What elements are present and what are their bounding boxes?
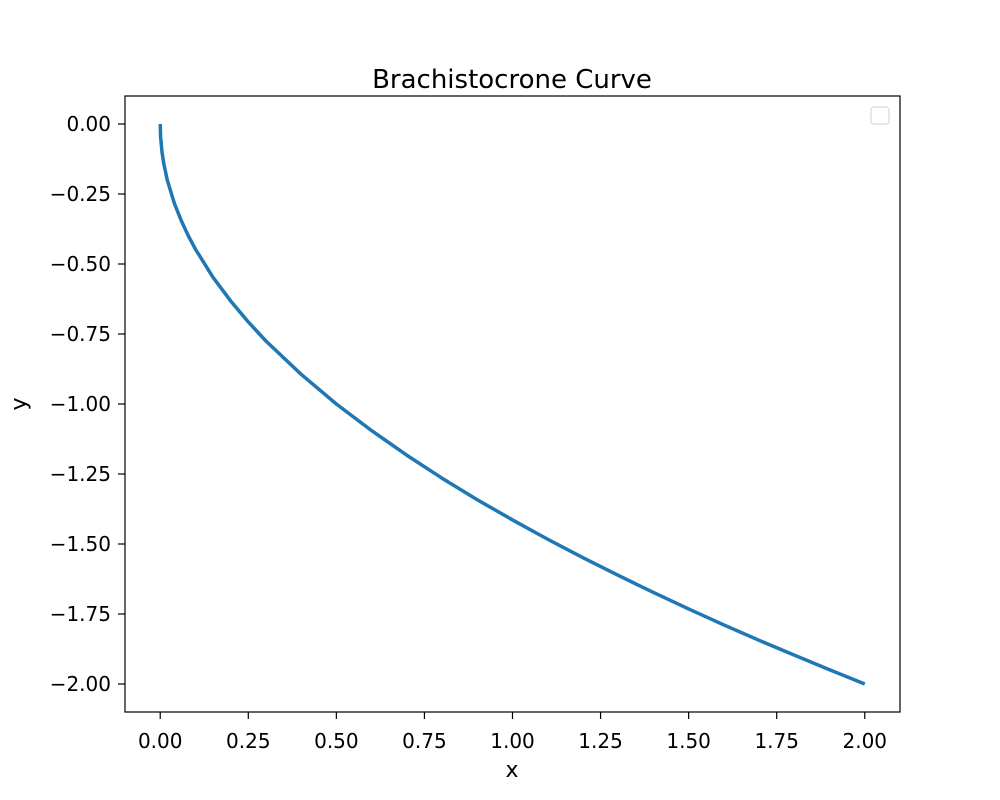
y-tick-label: −1.00 xyxy=(50,392,111,416)
x-tick-label: 0.75 xyxy=(402,729,447,753)
y-tick-label: 0.00 xyxy=(66,112,111,136)
x-tick-label: 0.50 xyxy=(314,729,359,753)
plot-area: 0.00 0.25 0.50 0.75 1.00 1.25 1.50 1.75 2.00 0.00… xyxy=(50,95,901,753)
y-tick-label: −1.75 xyxy=(50,602,111,626)
x-axis-label: x xyxy=(505,758,518,783)
y-tick-label: −0.50 xyxy=(50,252,111,276)
x-tick-label: 0.00 xyxy=(138,729,183,753)
series-line-0 xyxy=(158,123,866,686)
y-axis-label: y xyxy=(7,397,32,410)
x-tick-label: 1.75 xyxy=(754,729,799,753)
legend-box xyxy=(870,106,890,125)
y-tick-label: −2.00 xyxy=(50,672,111,696)
y-tick-label: −1.25 xyxy=(50,462,111,486)
x-tick-label: 1.50 xyxy=(666,729,711,753)
x-tick-label: 1.00 xyxy=(490,729,535,753)
x-tick-label: 1.25 xyxy=(578,729,623,753)
x-tick-label: 0.25 xyxy=(226,729,271,753)
y-tick-label: −0.75 xyxy=(50,322,111,346)
y-tick-label: −0.25 xyxy=(50,182,111,206)
x-tick-label: 2.00 xyxy=(843,729,888,753)
y-tick-label: −1.50 xyxy=(50,532,111,556)
chart-title: Brachistocrone Curve xyxy=(372,65,652,95)
